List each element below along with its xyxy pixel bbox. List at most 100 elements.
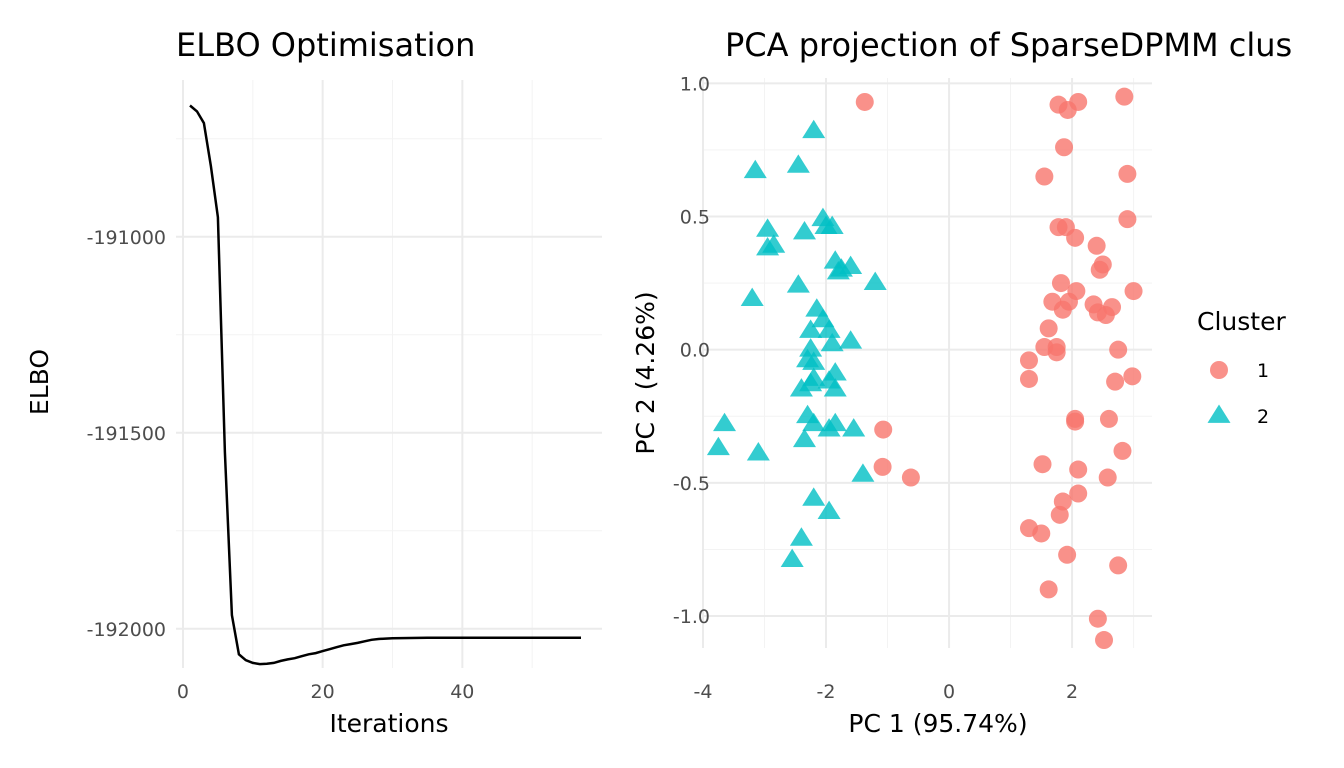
cluster-2-point [789,378,813,397]
elbo-panel: 0 20 40 -192000 -191500 -191000 ELBO Optimis… [25,26,602,738]
cluster-1-point [1066,228,1085,247]
cluster-2-point [802,119,826,139]
cluster-1-point [901,468,920,487]
cluster-1-point [1039,319,1058,338]
x-tick-label: -2 [817,681,836,703]
y-tick-label: 0.5 [680,207,710,229]
cluster-1-point [1053,300,1072,319]
cluster-1-point [1103,298,1122,317]
legend-key-2 [1207,404,1231,423]
cluster-1-point [1050,505,1069,524]
cluster-2-point [713,412,737,432]
cluster-1-point [1055,138,1074,157]
cluster-2-point [820,215,844,235]
legend-entries: 12 [1207,360,1269,428]
elbo-line [189,104,581,666]
cluster-1-point [1058,545,1077,564]
pca-y-ticks: -1.0 -0.5 0.0 0.5 1.0 [673,73,710,628]
cluster-2-point [799,372,823,392]
legend-key-1 [1210,361,1228,379]
cluster-2-point [786,154,810,173]
cluster-2-point [826,260,850,280]
legend-label-2: 2 [1257,406,1269,428]
y-tick-label: -191000 [87,227,166,249]
cluster-2-point [743,159,767,179]
cluster-1-point [1066,412,1085,431]
cluster-1-point [1069,484,1088,503]
x-tick-label: 0 [177,681,189,703]
y-tick-label: -1.0 [673,606,710,628]
cluster-2-point [802,351,826,370]
x-tick-label: -4 [694,681,713,703]
cluster-1-point [1069,92,1088,111]
cluster-1-point [873,457,892,476]
cluster-1-point [874,420,893,439]
cluster-2-point [839,330,863,349]
pca-title: PCA projection of SparseDPMM clus [725,26,1292,64]
cluster-1-point [1106,372,1125,391]
y-tick-label: 0.0 [680,340,710,362]
elbo-y-axis-label: ELBO [25,349,54,415]
y-tick-label: -192000 [87,619,166,641]
pca-gridlines [702,78,1152,648]
cluster-2-point [851,463,875,482]
elbo-title: ELBO Optimisation [176,26,475,64]
cluster-2-point [863,271,887,290]
cluster-1-point [1124,282,1143,301]
x-tick-label: 20 [311,681,335,703]
cluster-2-point [786,274,810,293]
cluster-1-point [1019,369,1038,388]
pca-panel: -4 -2 0 2 -1.0 -0.5 0.0 0.5 1.0 PCA projection … [631,26,1292,738]
cluster-2-point [706,436,730,456]
pca-x-ticks: -4 -2 0 2 [694,681,1079,703]
cluster-1-point [1039,580,1058,599]
elbo-y-ticks: -192000 -191500 -191000 [87,227,166,641]
cluster-1-point [1118,210,1137,229]
elbo-gridlines [176,80,602,668]
cluster-2-point [792,220,816,240]
cluster-1-point [1099,409,1118,428]
pca-y-axis-label: PC 2 (4.26%) [631,291,660,454]
cluster-2-point [746,442,770,461]
cluster-1-point [1109,556,1128,575]
y-tick-label: -0.5 [673,473,710,495]
cluster-2-point [792,428,816,448]
cluster-1-point [1098,468,1117,487]
cluster-2-point [820,332,844,352]
cluster-legend: Cluster 12 [1197,307,1286,428]
cluster-1-point [1115,87,1134,106]
cluster-2-point [740,287,764,306]
legend-label-1: 1 [1257,360,1269,382]
cluster-1-point [1118,164,1137,183]
y-tick-label: 1.0 [680,73,710,95]
x-tick-label: 0 [943,681,955,703]
cluster-2-point [756,218,780,237]
cluster-1-point [1019,351,1038,370]
cluster-1-point [1095,631,1114,650]
pca-points [706,87,1143,650]
cluster-2-point [762,234,786,253]
cluster-1-point [1047,343,1066,362]
cluster-2-point [780,548,804,568]
cluster-2-point [799,319,823,338]
y-tick-label: -191500 [87,423,166,445]
pca-x-axis-label: PC 1 (95.74%) [848,709,1027,738]
x-tick-label: 2 [1066,681,1078,703]
x-tick-label: 40 [450,681,474,703]
cluster-1-point [1093,255,1112,274]
cluster-2-point [802,412,826,432]
cluster-1-point [1088,609,1107,628]
cluster-1-point [1032,524,1051,543]
legend-title: Cluster [1197,307,1286,336]
elbo-x-ticks: 0 20 40 [177,681,474,703]
cluster-2-point [817,500,841,520]
cluster-1-point [1033,455,1052,474]
cluster-2-point [789,527,813,546]
cluster-1-point [1051,274,1070,293]
cluster-1-point [1109,340,1128,359]
cluster-2-point [823,412,847,432]
cluster-2-point [799,338,823,357]
cluster-1-point [1035,167,1054,186]
elbo-x-axis-label: Iterations [329,709,448,738]
